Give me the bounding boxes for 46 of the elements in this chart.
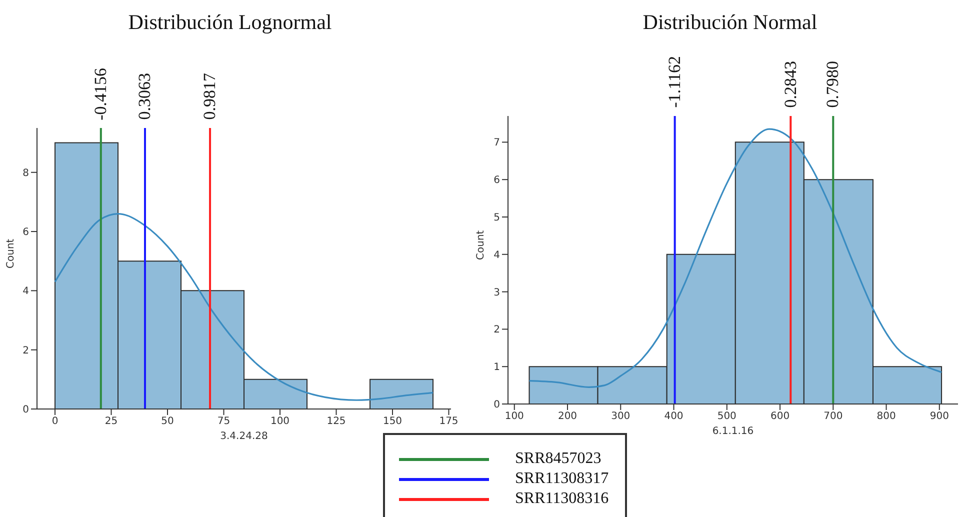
y-tick-label: 4 bbox=[22, 286, 29, 298]
x-tick-label: 0 bbox=[52, 416, 58, 428]
y-axis-title: Count bbox=[476, 230, 487, 260]
x-tick-label: 900 bbox=[930, 411, 949, 422]
annotation: 0.7980 bbox=[823, 61, 844, 108]
x-axis-title: 6.1.1.16 bbox=[712, 426, 754, 437]
line-series bbox=[528, 128, 942, 388]
y-tick-label: 2 bbox=[494, 324, 500, 336]
x-tick-label: 100 bbox=[270, 416, 290, 428]
annotation: 0.2843 bbox=[780, 61, 801, 108]
y-tick-label: 1 bbox=[494, 362, 500, 374]
x-tick-label: 125 bbox=[326, 416, 346, 428]
y-tick-label: 6 bbox=[22, 227, 29, 238]
x-tick-label: 200 bbox=[558, 411, 578, 422]
x-tick-label: 150 bbox=[382, 416, 402, 428]
annotation: -1.1162 bbox=[664, 56, 685, 108]
x-tick-label: 400 bbox=[664, 411, 684, 422]
annotation: 0.3063 bbox=[135, 73, 155, 120]
x-tick-label: 25 bbox=[104, 416, 118, 428]
text: SRR11308316 bbox=[515, 490, 609, 508]
y-tick-label: 3 bbox=[494, 287, 500, 298]
y-tick-label: 0 bbox=[494, 400, 500, 411]
x-tick-label: 175 bbox=[439, 416, 458, 428]
x-tick-label: 75 bbox=[217, 416, 230, 428]
y-tick-label: 6 bbox=[494, 175, 500, 186]
text: SRR11308317 bbox=[515, 470, 609, 488]
y-tick-label: 4 bbox=[494, 250, 500, 261]
annotation: -0.4156 bbox=[90, 68, 111, 120]
chart-title: Distribución Lognormal bbox=[127, 10, 333, 35]
x-tick-label: 100 bbox=[504, 411, 524, 422]
x-tick-label: 300 bbox=[611, 411, 630, 422]
x-tick-label: 500 bbox=[717, 411, 736, 422]
y-axis-title: Count bbox=[6, 238, 17, 268]
line-series bbox=[54, 212, 434, 401]
x-tick-label: 600 bbox=[770, 411, 790, 422]
y-tick-label: 2 bbox=[22, 345, 29, 356]
x-axis-title: 3.4.24.28 bbox=[220, 431, 268, 442]
y-tick-label: 5 bbox=[494, 212, 500, 224]
y-tick-label: 8 bbox=[22, 168, 29, 179]
x-tick-label: 700 bbox=[824, 411, 843, 422]
chart-title: Distribución Normal bbox=[642, 10, 818, 35]
annotation: 0.9817 bbox=[200, 73, 220, 120]
text: SRR8457023 bbox=[515, 450, 602, 468]
y-tick-label: 7 bbox=[494, 138, 500, 149]
x-tick-label: 800 bbox=[876, 411, 896, 422]
x-tick-label: 50 bbox=[161, 416, 174, 428]
